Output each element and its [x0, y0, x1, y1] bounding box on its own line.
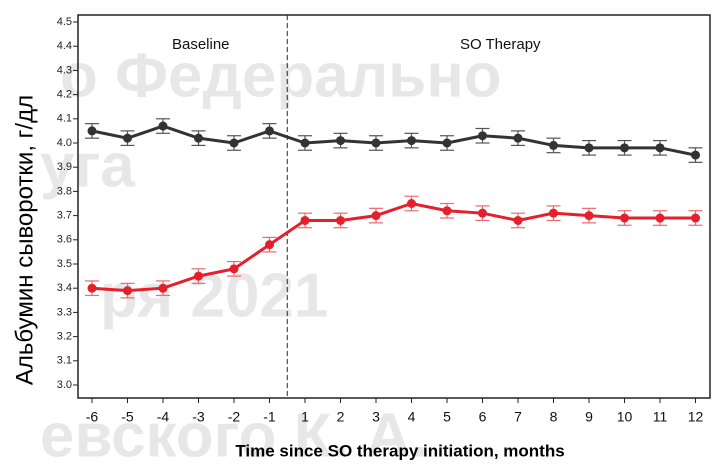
y-axis-label: Альбумин сыворотки, г/дл [11, 95, 38, 385]
phase-label: Baseline [172, 36, 230, 53]
watermark: уга [40, 131, 135, 200]
point [655, 213, 665, 223]
plot-frame [77, 14, 711, 399]
y-tick-label: 3.4 [57, 282, 72, 294]
y-tick-label: 3.3 [57, 306, 72, 318]
y-tick-label: 4.0 [57, 137, 72, 149]
point [371, 138, 381, 148]
x-tick-label: 9 [585, 409, 593, 425]
point [123, 133, 132, 143]
point [229, 138, 239, 148]
x-tick-label: -5 [121, 409, 134, 425]
point [407, 199, 416, 208]
x-tick-label: 12 [688, 409, 704, 425]
point [87, 283, 97, 293]
series-line [91, 124, 696, 157]
x-tick-label: 4 [408, 409, 416, 425]
watermark: евского К. А. [40, 401, 428, 468]
x-tick-label: -3 [192, 409, 205, 425]
point [265, 240, 274, 250]
series-line [91, 201, 696, 293]
point [229, 264, 239, 274]
point [691, 213, 700, 223]
x-tick-label: -2 [228, 409, 241, 425]
y-tick-label: 3.9 [57, 161, 72, 173]
point [265, 126, 274, 136]
x-tick-label: 2 [337, 409, 345, 425]
point [336, 215, 345, 225]
point [442, 206, 452, 216]
x-tick-label: 10 [617, 409, 633, 425]
point [194, 271, 203, 281]
y-tick-label: 4.5 [57, 16, 72, 28]
point [371, 211, 381, 221]
x-axis-label: Time since SO therapy initiation, months [235, 441, 564, 460]
point [478, 131, 487, 141]
watermark: о Федерально [60, 41, 502, 110]
x-tick-label: -4 [157, 409, 170, 425]
y-tick-label: 4.3 [57, 64, 72, 76]
point [549, 208, 558, 218]
point [158, 283, 168, 293]
x-tick-label: 7 [514, 409, 522, 425]
x-tick-label: 8 [550, 409, 558, 425]
x-tick-label: -6 [86, 409, 99, 425]
point [336, 136, 345, 146]
x-tick-label: 3 [372, 409, 380, 425]
point [513, 133, 523, 143]
x-tick-label: 1 [301, 409, 309, 425]
point [691, 150, 700, 160]
y-tick-label: 4.1 [57, 113, 72, 125]
point [584, 143, 594, 153]
point [300, 138, 310, 148]
phase-label: SO Therapy [460, 36, 541, 53]
point [513, 215, 523, 225]
point [584, 211, 594, 221]
y-tick-label: 3.5 [57, 258, 72, 270]
x-tick-label: 5 [443, 409, 451, 425]
point [158, 121, 168, 131]
x-tick-label: -1 [263, 409, 276, 425]
x-tick-label: 11 [653, 409, 668, 425]
y-tick-label: 4.4 [57, 40, 72, 52]
point [300, 215, 310, 225]
y-tick-label: 3.6 [57, 234, 72, 246]
point [194, 133, 203, 143]
point [620, 213, 629, 223]
y-tick-label: 3.2 [57, 331, 72, 343]
y-tick-label: 3.8 [57, 185, 72, 197]
x-tick-label: 6 [479, 409, 487, 425]
point [655, 143, 665, 153]
y-tick-label: 4.2 [57, 89, 72, 101]
y-tick-label: 3.7 [57, 210, 72, 222]
point [123, 286, 132, 296]
point [87, 126, 97, 136]
point [442, 138, 452, 148]
point [407, 136, 416, 146]
point [478, 208, 487, 218]
point [549, 140, 558, 150]
y-tick-label: 3.1 [57, 355, 72, 367]
point [620, 143, 629, 153]
y-tick-label: 3.0 [57, 379, 72, 391]
